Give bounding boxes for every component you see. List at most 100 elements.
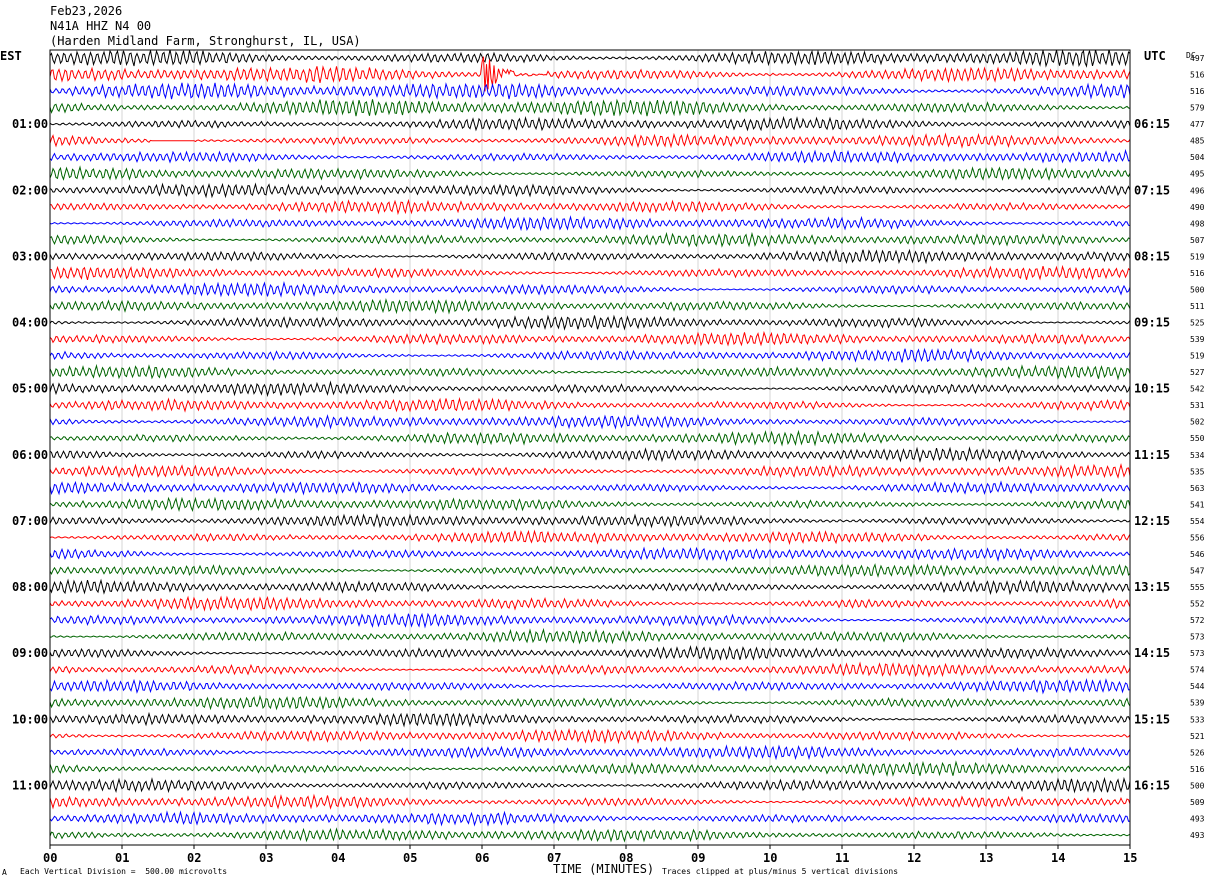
trace-line [49,760,1131,777]
dc-offset-label: 490 [1190,203,1205,212]
left-hour-labels: 01:00 02:00 03:00 04:00 05:00 06:00 07:00 08:00… [12,117,48,792]
x-tick-label: 02 [187,851,201,865]
right-hour-label: 06:15 [1134,117,1170,131]
left-hour-label: 03:00 [12,249,48,263]
dc-offset-label: 539 [1190,335,1205,344]
traces [49,49,1131,843]
trace-line [49,462,1131,480]
dc-offset-label: 555 [1190,583,1205,592]
dc-offset-label: 533 [1190,715,1205,724]
trace-line [49,678,1131,695]
dc-offset-label: 552 [1190,600,1205,609]
grid-lines [121,50,1059,845]
dc-offset-label: 477 [1190,120,1205,129]
trace-line [49,280,1131,298]
trace-line [49,744,1131,761]
dc-offset-label: 547 [1190,566,1205,575]
dc-offset-label: 497 [1190,54,1205,63]
right-axis-label: UTC [1144,49,1166,63]
trace-line [49,330,1131,347]
trace-line [49,694,1131,711]
trace-line [49,148,1131,164]
trace-line [49,612,1131,629]
dc-offset-label: 535 [1190,467,1205,476]
right-hour-label: 13:15 [1134,580,1170,594]
dc-offset-label: 516 [1190,87,1205,96]
dc-offset-label: 542 [1190,385,1205,394]
dc-offset-label: 573 [1190,633,1205,642]
dc-offset-label: 544 [1190,682,1205,691]
x-tick-label: 05 [403,851,417,865]
trace-line [49,396,1131,413]
trace-line [49,827,1131,843]
x-tick-label: 14 [1051,851,1065,865]
trace-line [49,297,1131,315]
trace-line [49,380,1131,398]
trace-line [49,513,1131,529]
dc-offset-label: 574 [1190,666,1205,675]
left-hour-label: 08:00 [12,580,48,594]
trace-line [50,198,1130,216]
right-hour-label: 08:15 [1134,249,1170,263]
x-tick-label: 03 [259,851,273,865]
trace-line [49,563,1131,578]
dc-offset-label: 502 [1190,418,1205,427]
trace-line [49,82,1131,100]
trace-line [49,56,1131,92]
dc-offset-label: 500 [1190,285,1205,294]
left-hour-label: 04:00 [12,316,48,330]
right-hour-label: 15:15 [1134,712,1170,726]
trace-line [49,182,1131,199]
dc-offset-label: 541 [1190,500,1205,509]
left-hour-label: 01:00 [12,117,48,131]
x-tick-label: 13 [979,851,993,865]
left-hour-label: 11:00 [12,778,48,792]
trace-line [49,627,1131,645]
trace-line [49,347,1131,364]
dc-offset-label: 539 [1190,699,1205,708]
dc-offset-label: 493 [1190,814,1205,823]
x-tick-label: 07 [547,851,561,865]
x-tick-label: 11 [835,851,849,865]
dc-offset-label: 498 [1190,219,1205,228]
trace-line [49,248,1131,265]
trace-line [49,215,1131,232]
dc-offset-label: 527 [1190,368,1205,377]
trace-line [49,595,1131,612]
x-axis-title: TIME (MINUTES) [553,862,654,876]
trace-line [49,49,1131,68]
dc-offset-label: 511 [1190,302,1205,311]
right-hour-label: 14:15 [1134,646,1170,660]
x-tick-label: 08 [619,851,633,865]
trace-line [49,413,1131,430]
trace-line [49,727,1131,745]
trace-line [49,165,1131,182]
dc-offset-label: 500 [1190,781,1205,790]
header-location: (Harden Midland Farm, Stronghurst, IL, U… [50,34,361,48]
dc-offset-label: 516 [1190,71,1205,80]
right-hour-label: 12:15 [1134,514,1170,528]
dc-offset-label: 496 [1190,186,1205,195]
dc-offset-label: 556 [1190,533,1205,542]
x-tick-label: 09 [691,851,705,865]
x-tick-label: 06 [475,851,489,865]
header-date: Feb23,2026 [50,4,123,18]
dc-label: DC [1186,51,1196,60]
trace-line [49,363,1131,381]
dc-offset-label: 579 [1190,104,1205,113]
dc-offset-label: 516 [1190,765,1205,774]
clip-note: Traces clipped at plus/minus 5 vertical … [662,867,899,876]
dc-offset-label: 485 [1190,137,1205,146]
dc-offset-label: 531 [1190,401,1205,410]
dc-offset-label: 495 [1190,170,1205,179]
left-hour-label: 07:00 [12,514,48,528]
left-hour-label: 05:00 [12,382,48,396]
dc-offset-label: 526 [1190,748,1205,757]
left-hour-label: 06:00 [12,448,48,462]
dc-offset-label: 521 [1190,732,1205,741]
left-hour-label: 10:00 [12,712,48,726]
right-hour-label: 16:15 [1134,778,1170,792]
right-hour-label: 11:15 [1134,448,1170,462]
trace-line [49,429,1131,447]
